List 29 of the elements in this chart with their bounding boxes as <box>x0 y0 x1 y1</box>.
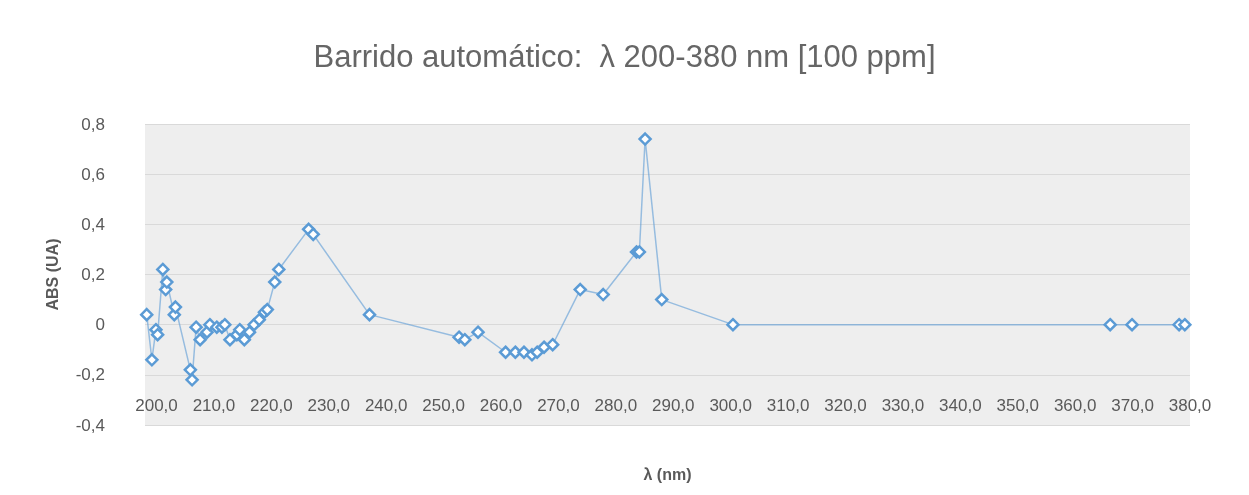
x-tick-label: 260,0 <box>479 396 523 415</box>
x-tick-label: 210,0 <box>192 396 236 415</box>
x-axis-title: λ (nm) <box>643 465 692 483</box>
x-tick-label: 310,0 <box>766 396 810 415</box>
x-tick-label: 280,0 <box>594 396 638 415</box>
y-tick-label: 0,8 <box>81 114 105 134</box>
x-tick-label: 290,0 <box>651 396 695 415</box>
x-tick-label: 370,0 <box>1111 396 1154 415</box>
y-tick-label: 0,2 <box>81 265 105 284</box>
y-tick-label: -0,4 <box>75 415 105 435</box>
x-tick-label: 200,0 <box>135 396 178 415</box>
y-tick-label: 0,6 <box>81 164 105 184</box>
y-axis-title: ABS (UA) <box>43 238 61 311</box>
y-tick-label: -0,2 <box>75 365 105 385</box>
x-tick-label: 360,0 <box>1053 396 1097 415</box>
x-tick-label: 230,0 <box>307 396 351 415</box>
chart-title: Barrido automático: λ 200-380 nm [100 ppm] <box>313 39 936 74</box>
x-tick-label: 220,0 <box>250 396 293 415</box>
x-tick-label: 340,0 <box>939 396 982 415</box>
x-tick-label: 250,0 <box>422 396 465 415</box>
x-tick-label: 300,0 <box>709 396 752 415</box>
x-tick-label: 320,0 <box>824 396 867 415</box>
y-tick-label: 0 <box>95 315 105 335</box>
x-tick-label: 350,0 <box>996 396 1040 415</box>
x-tick-label: 270,0 <box>537 396 580 415</box>
x-tick-label: 380,0 <box>1168 396 1212 415</box>
y-tick-label: 0,4 <box>81 214 105 234</box>
x-tick-label: 330,0 <box>881 396 925 415</box>
x-tick-label: 240,0 <box>364 396 408 415</box>
